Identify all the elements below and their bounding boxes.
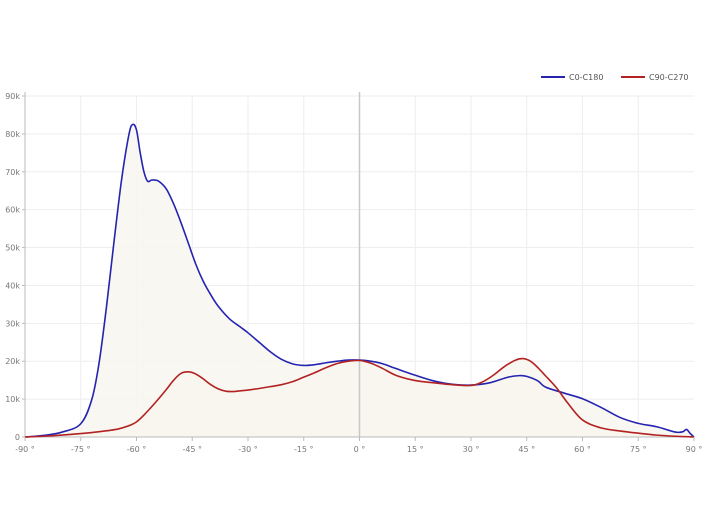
x-tick-label: 0 °: [354, 445, 366, 454]
y-tick-label: 10k: [5, 395, 20, 404]
series-lines: [24, 123, 695, 438]
y-axis-ticks: 0 10k 20k 30k 40k 50k 60k 70k 80k 90k: [5, 92, 25, 442]
x-tick-label: -45 °: [182, 445, 202, 454]
x-tick-label: 75 °: [630, 445, 647, 454]
series-line-c0-c180: [24, 123, 695, 438]
x-tick-label: 30 °: [463, 445, 480, 454]
x-tick-label: 90 °: [686, 445, 703, 454]
x-tick-label: 45 °: [518, 445, 535, 454]
x-tick-label: -90 °: [15, 445, 35, 454]
x-tick-label: -30 °: [238, 445, 258, 454]
x-tick-label: 15 °: [407, 445, 424, 454]
chart-legend: C0-C180 C90-C270: [541, 73, 689, 82]
legend-label-c0-c180: C0-C180: [569, 73, 603, 82]
x-tick-label: -75 °: [71, 445, 91, 454]
x-tick-label: 60 °: [574, 445, 591, 454]
series-line-c90-c270: [24, 357, 695, 438]
y-tick-label: 90k: [5, 92, 20, 101]
x-axis-ticks: -90 ° -75 ° -60 ° -45 ° -30 ° -15 ° 0 ° 15 ° 30 …: [15, 437, 702, 454]
y-tick-label: 80k: [5, 130, 20, 139]
y-tick-label: 0: [15, 433, 20, 442]
y-tick-label: 70k: [5, 168, 20, 177]
y-tick-label: 40k: [5, 281, 20, 290]
y-tick-label: 30k: [5, 319, 20, 328]
y-tick-label: 60k: [5, 206, 20, 215]
series-fill-c0-c180: [25, 124, 694, 437]
x-tick-label: -15 °: [294, 445, 314, 454]
x-tick-label: -60 °: [127, 445, 147, 454]
y-tick-label: 50k: [5, 244, 20, 253]
legend-label-c90-c270: C90-C270: [649, 73, 689, 82]
y-tick-label: 20k: [5, 357, 20, 366]
